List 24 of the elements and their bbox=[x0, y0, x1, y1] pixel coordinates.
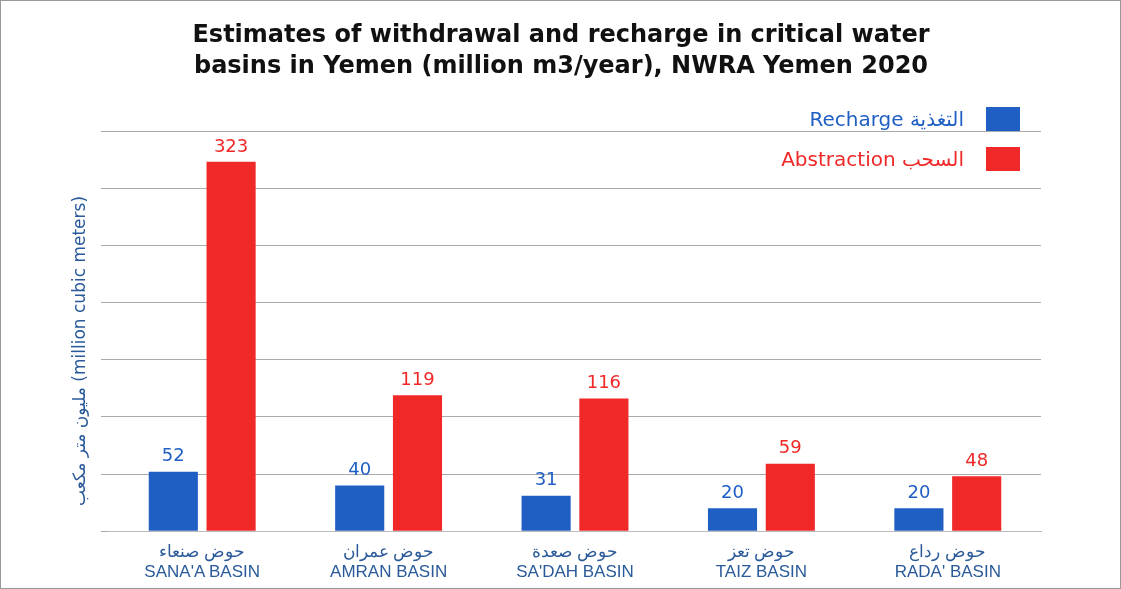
bar bbox=[521, 495, 571, 531]
bar bbox=[765, 463, 815, 531]
data-label: 20 bbox=[721, 481, 744, 502]
bar bbox=[148, 471, 198, 531]
bar bbox=[392, 395, 443, 531]
data-label: 40 bbox=[348, 458, 372, 480]
legend-label: Abstraction السحب bbox=[781, 147, 964, 171]
bar bbox=[206, 161, 256, 531]
y-axis-title: مليون متر مكعب (million cubic meters) bbox=[69, 195, 89, 507]
chart-title: Estimates of withdrawal and recharge in critical water basins in Yemen (million m3/year), NWRA Yemen 2020 bbox=[191, 19, 931, 81]
data-label: 52 bbox=[161, 444, 185, 466]
bar bbox=[579, 398, 629, 531]
data-label: 119 bbox=[400, 367, 435, 389]
bar bbox=[952, 476, 1002, 531]
bar bbox=[707, 508, 758, 531]
data-label: 59 bbox=[778, 436, 802, 458]
data-label: 31 bbox=[534, 468, 558, 490]
data-label: 116 bbox=[586, 371, 622, 393]
bar bbox=[335, 485, 385, 531]
data-label: 20 bbox=[907, 481, 931, 502]
data-label: 323 bbox=[213, 134, 249, 156]
data-label: 48 bbox=[965, 448, 989, 470]
bar bbox=[894, 508, 944, 531]
legend-label: Recharge التغذية bbox=[809, 107, 964, 131]
